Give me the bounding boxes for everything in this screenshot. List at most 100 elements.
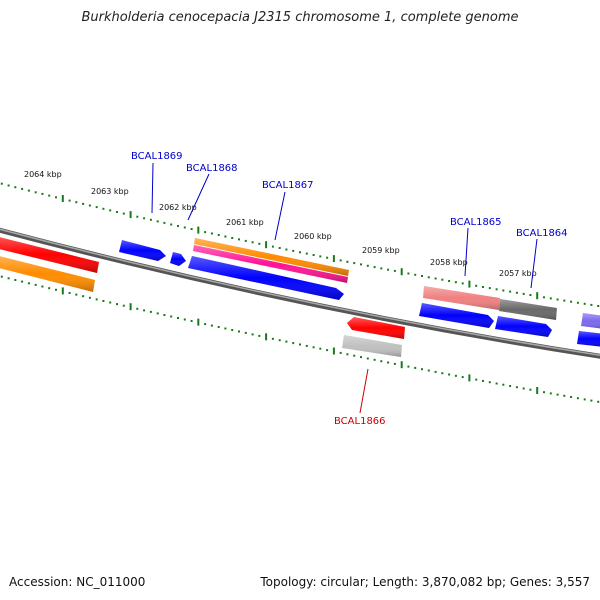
gene-right-edge[interactable] [577,331,600,347]
minor-tick [590,303,593,306]
feature-lightgray-bcal1866[interactable] [342,335,402,357]
minor-tick [7,184,10,187]
minor-tick [461,282,464,285]
minor-tick [427,276,430,279]
minor-tick [326,256,329,259]
minor-tick [448,280,451,282]
minor-tick [454,374,457,377]
minor-tick [495,382,498,385]
leader-bcal1864 [530,238,538,289]
minor-tick [515,291,518,294]
minor-tick [68,199,71,202]
minor-tick [14,186,17,189]
minor-tick [576,301,579,304]
minor-tick [543,296,545,299]
minor-tick [353,354,356,357]
minor-tick [251,241,254,244]
feature-gray-bcal1864[interactable] [499,299,557,320]
minor-tick [529,388,532,391]
feature-orange-left[interactable] [0,255,95,292]
minor-tick [210,324,213,327]
minor-tick [27,189,30,192]
minor-tick [156,220,159,223]
minor-tick [292,249,295,252]
map-title: Burkholderia cenocepacia J2315 chromosom… [81,10,519,25]
gene-label-bcal1867[interactable]: BCAL1867 [262,180,314,191]
gene-label-bcal1866[interactable]: BCAL1866 [334,416,386,427]
minor-tick [502,289,505,292]
major-tick [536,387,539,394]
minor-tick [339,259,342,262]
minor-tick [183,226,186,229]
accession-text: Accession: NC_011000 [9,575,146,589]
gene-label-layer: BCAL1869 BCAL1868 BCAL1867 BCAL1865 BCAL… [131,151,568,427]
minor-tick [414,366,417,369]
major-tick [400,268,403,276]
minor-tick [515,386,518,389]
minor-tick [393,269,396,272]
minor-tick [597,305,600,307]
gene-label-bcal1869[interactable]: BCAL1869 [131,151,183,162]
minor-tick [278,247,281,249]
minor-tick [285,340,288,343]
feature-purple-right[interactable] [581,313,600,329]
minor-tick [75,293,78,296]
major-tick [61,287,64,295]
gene-bcal1866[interactable] [347,317,405,339]
minor-tick [14,279,17,281]
leader-bcal1867 [274,191,286,241]
minor-tick [21,187,24,190]
gene-bcal1869[interactable] [119,240,166,261]
feature-layer [0,236,600,357]
minor-tick [122,212,125,215]
minor-tick [475,284,478,287]
gene-bcal1864[interactable] [495,316,552,337]
feature-pink-bcal1867[interactable] [193,245,348,283]
minor-tick [509,385,512,387]
minor-tick [305,344,308,347]
minor-tick [454,281,457,284]
minor-tick [448,373,451,376]
minor-tick [502,383,505,386]
minor-tick [312,254,315,256]
minor-tick [88,204,91,207]
minor-tick [251,333,254,336]
minor-tick [570,396,573,398]
major-tick [332,347,335,355]
minor-tick [278,339,281,342]
minor-tick [319,347,322,350]
gene-bcal1865[interactable] [419,303,494,328]
minor-tick [441,278,444,281]
gene-label-bcal1864[interactable]: BCAL1864 [516,228,568,239]
minor-tick [109,301,112,304]
minor-tick [434,370,437,373]
gene-bcal1868[interactable] [170,252,186,266]
minor-tick [34,283,37,286]
minor-tick [190,320,193,322]
major-tick [129,211,132,219]
minor-tick [597,400,600,403]
feature-orange-bcal1867[interactable] [194,238,349,276]
major-tick [265,241,268,249]
major-tick [536,292,539,300]
kbp-label: 2062 kbp [159,203,197,212]
major-tick [468,280,471,288]
minor-tick [231,237,234,239]
minor-tick [177,317,179,319]
minor-tick [271,245,274,248]
genome-backbone-highlight [0,228,600,356]
gene-label-leaders [151,162,538,414]
upper-tick-track [0,182,600,307]
gene-bcal1867[interactable] [188,256,344,300]
minor-tick [34,191,37,194]
feature-red-left[interactable] [0,236,99,273]
feature-lightred-bcal1865[interactable] [423,286,500,310]
leader-bcal1866 [359,368,369,414]
kbp-label: 2060 kbp [294,232,332,241]
minor-tick [346,353,349,356]
minor-tick [570,300,573,303]
gene-label-bcal1865[interactable]: BCAL1865 [450,217,502,228]
gene-label-bcal1868[interactable]: BCAL1868 [186,163,238,174]
